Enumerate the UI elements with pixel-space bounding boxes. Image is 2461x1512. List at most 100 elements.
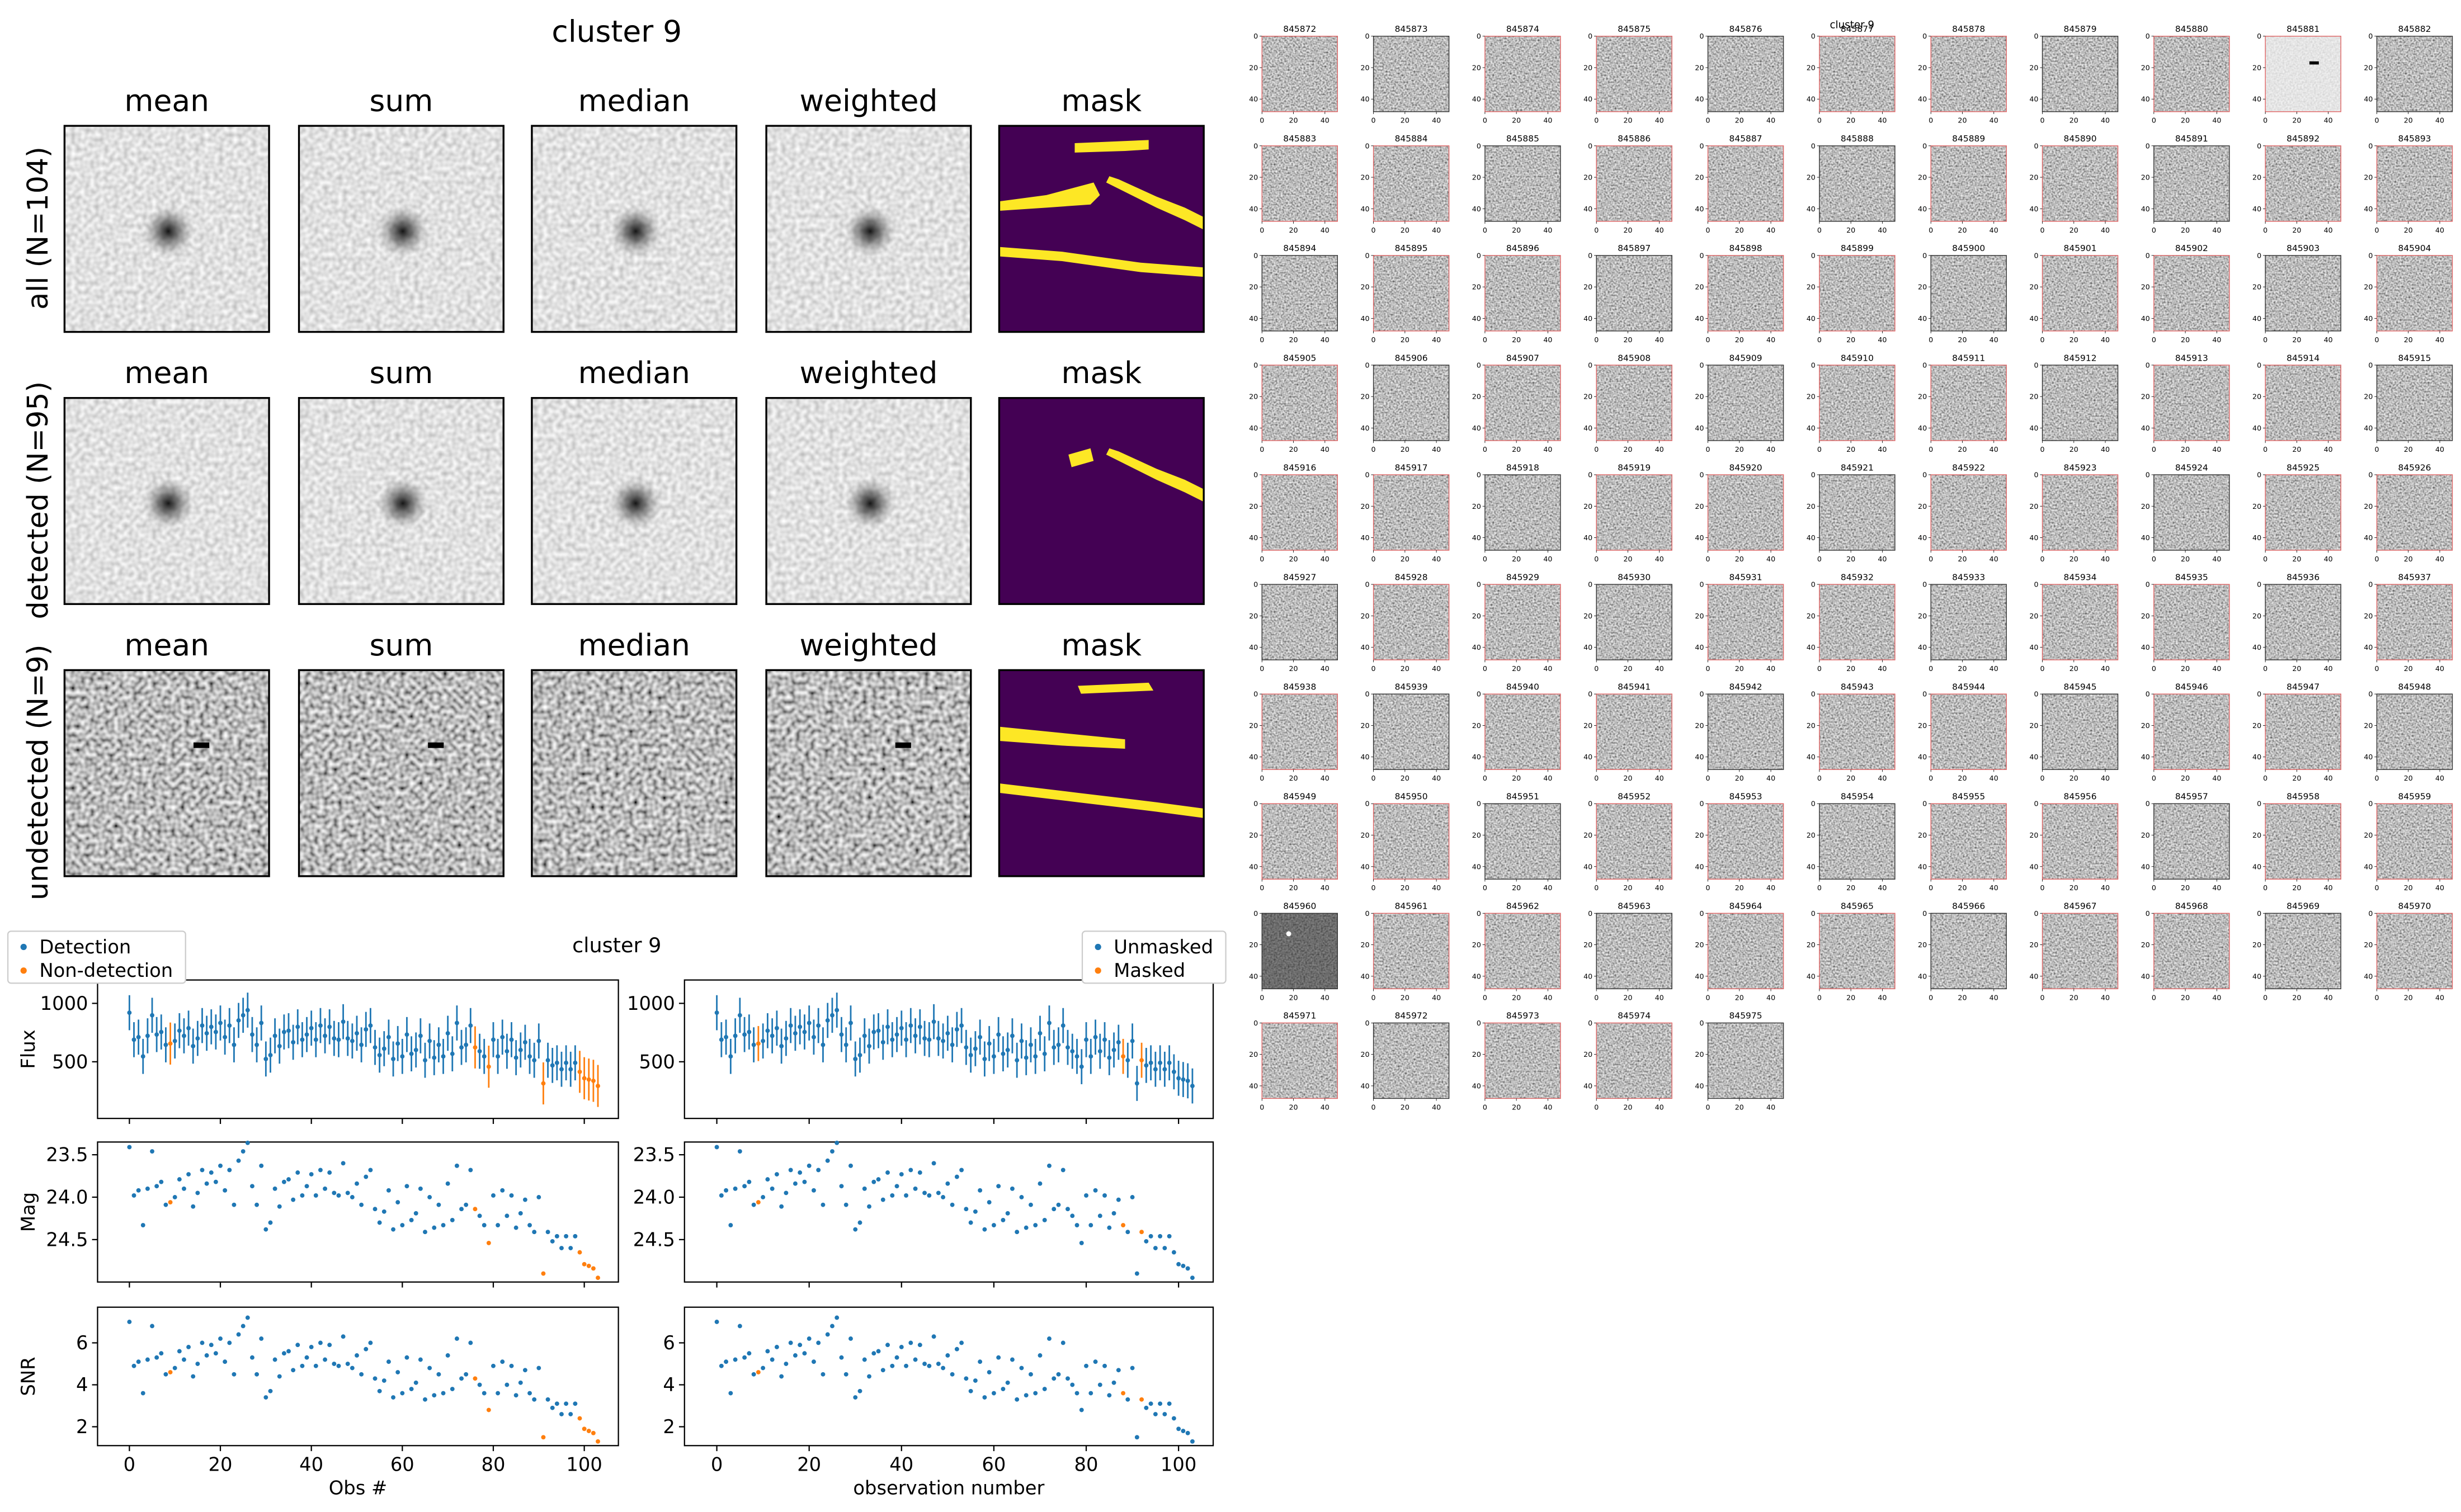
point: [245, 1140, 250, 1145]
point: [1024, 1393, 1029, 1398]
thumbnail-x-tick-label: 0: [2152, 445, 2156, 453]
thumbnail-y-tick-label: 40: [1583, 862, 1592, 871]
thumbnail-label: 845935: [2175, 572, 2208, 582]
thumbnail-y-tick-label: 40: [1472, 1081, 1481, 1090]
point: [177, 1349, 182, 1354]
thumbnail-y-tick-label: 0: [1365, 251, 1370, 259]
thumbnail-x-tick-label: 20: [2404, 116, 2413, 125]
thumbnail-y-tick-label: 0: [2034, 141, 2038, 150]
point: [1107, 1225, 1112, 1230]
point: [522, 1040, 527, 1045]
point: [355, 1181, 359, 1186]
point: [1139, 1397, 1144, 1402]
thumbnail-y-tick-label: 0: [1253, 471, 1258, 479]
thumbnail-frame: [1930, 145, 2007, 222]
point: [313, 1363, 318, 1368]
thumbnail-y-tick-label: 40: [1472, 533, 1481, 542]
thumbnail-frame: [1930, 693, 2007, 770]
thumbnail: [1262, 36, 1338, 112]
thumbnail: [1819, 365, 1895, 441]
point: [527, 1223, 532, 1227]
point: [486, 1407, 491, 1412]
thumbnail-x-tick-label: 20: [1846, 336, 1855, 344]
thumbnail-x-tick-label: 0: [1260, 664, 1264, 673]
point: [917, 1343, 922, 1348]
point: [830, 1013, 835, 1018]
point: [719, 1037, 724, 1042]
point: [950, 1042, 955, 1047]
thumbnail: [1596, 255, 1672, 331]
thumbnail-y-tick-label: 40: [1249, 862, 1258, 871]
thumbnail-x-tick-label: 0: [1594, 555, 1599, 563]
thumbnail-label: 845916: [1283, 462, 1316, 472]
point: [950, 1372, 955, 1377]
thumbnail-x-tick-label: 20: [2069, 774, 2078, 782]
x-axis-label: observation number: [853, 1477, 1044, 1499]
thumbnail-y-tick-label: 20: [2141, 393, 2150, 401]
thumbnail-label: 845945: [2064, 682, 2097, 692]
point: [756, 1200, 761, 1205]
thumbnail-label: 845901: [2064, 243, 2097, 253]
point: [186, 1345, 191, 1349]
point: [1038, 1181, 1043, 1186]
thumbnail-y-tick-label: 0: [1811, 32, 1816, 40]
thumbnail-x-tick-label: 0: [1371, 1103, 1376, 1111]
thumbnail-y-tick-label: 40: [1360, 753, 1369, 761]
thumbnail-x-tick-label: 20: [1846, 226, 1855, 234]
point: [1181, 1263, 1186, 1268]
point: [751, 1202, 756, 1207]
point: [272, 1357, 277, 1362]
thumbnail-label: 845926: [2398, 462, 2431, 472]
thumbnail-y-tick-label: 40: [2364, 205, 2373, 213]
thumbnail-frame: [2042, 365, 2119, 441]
point: [1158, 1060, 1163, 1065]
point: [839, 1032, 844, 1037]
thumbnail-y-tick-label: 40: [1472, 205, 1481, 213]
thumbnail-y-tick-label: 20: [1249, 283, 1258, 291]
thumbnail-x-tick-label: 20: [1401, 883, 1409, 892]
x-tick-label: 60: [390, 1454, 414, 1476]
thumbnail-label: 845950: [1395, 792, 1428, 802]
point: [1060, 1168, 1066, 1173]
point: [876, 1028, 881, 1033]
thumbnail-y-tick-label: 0: [1699, 1019, 1704, 1027]
thumbnail-y-tick-label: 0: [2257, 690, 2261, 698]
point: [1111, 1380, 1116, 1385]
point: [936, 1362, 941, 1366]
point: [908, 1168, 913, 1173]
thumbnail-x-tick-label: 0: [1706, 116, 1710, 125]
thumbnail-x-tick-label: 0: [2152, 774, 2156, 782]
thumbnail-y-tick-label: 0: [1477, 800, 1481, 808]
thumbnail-x-tick-label: 0: [2040, 445, 2044, 453]
thumbnail-label: 845880: [2175, 24, 2208, 34]
point: [784, 1036, 789, 1041]
point: [1038, 1031, 1043, 1036]
thumbnail-y-tick-label: 40: [1583, 972, 1592, 980]
point: [991, 1054, 996, 1059]
thumbnail: [2153, 694, 2229, 770]
point: [1176, 1261, 1181, 1267]
thumbnail-y-tick-label: 40: [2141, 314, 2150, 323]
point: [286, 1028, 291, 1033]
thumbnail-x-tick-label: 20: [1623, 226, 1632, 234]
thumbnail-x-tick-label: 20: [2292, 555, 2301, 563]
thumbnail-y-tick-label: 20: [1918, 502, 1927, 511]
point: [391, 1056, 395, 1061]
thumbnail-y-tick-label: 40: [2364, 643, 2373, 651]
point: [1005, 1047, 1010, 1052]
point: [1130, 1365, 1135, 1371]
thumbnail-frame: [1484, 693, 1561, 770]
thumbnail-x-tick-label: 20: [1846, 774, 1855, 782]
thumbnail-x-tick-label: 20: [1735, 226, 1744, 234]
thumbnail-x-tick-label: 40: [2101, 664, 2110, 673]
thumbnail-x-tick-label: 0: [1371, 774, 1376, 782]
thumbnail-y-tick-label: 20: [1360, 173, 1369, 182]
thumbnail-frame: [2376, 693, 2453, 770]
thumbnail-y-tick-label: 0: [1253, 800, 1258, 808]
thumbnail-frame: [1484, 365, 1561, 441]
thumbnail-x-tick-label: 0: [1706, 1103, 1710, 1111]
panel-frame: [531, 125, 738, 333]
point: [236, 1158, 241, 1163]
point: [195, 1362, 200, 1366]
thumbnail-y-tick-label: 0: [1588, 141, 1592, 150]
